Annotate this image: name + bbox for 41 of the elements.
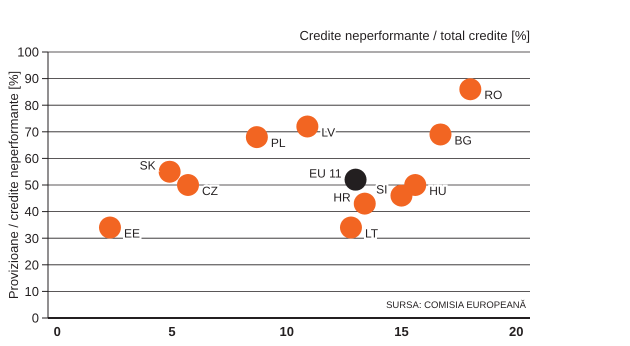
series-label: EE bbox=[124, 226, 140, 241]
y-tick-label: 70 bbox=[24, 124, 39, 140]
y-tick-label: 80 bbox=[24, 98, 39, 113]
y-tick-label: 30 bbox=[24, 230, 39, 246]
series-label: SK bbox=[140, 158, 156, 173]
x-tick-label: 5 bbox=[168, 324, 176, 339]
series-label: PL bbox=[270, 136, 286, 150]
series-label: CZ bbox=[202, 184, 218, 198]
series-label: BG bbox=[454, 133, 472, 148]
point bbox=[98, 216, 121, 239]
x-tick-label: 20 bbox=[508, 324, 524, 339]
annotation: SURSA: COMISIA EUROPEANĂ bbox=[386, 299, 527, 311]
x-axis-title: Credite neperformante / total credite [%] bbox=[299, 28, 530, 43]
y-tick-label: 60 bbox=[24, 150, 39, 166]
point bbox=[177, 174, 200, 196]
point bbox=[340, 216, 362, 239]
point bbox=[354, 192, 376, 215]
point bbox=[246, 126, 268, 148]
y-tick-label: 10 bbox=[24, 284, 39, 299]
series-label: HR bbox=[333, 190, 352, 205]
series-label: RO bbox=[484, 88, 502, 102]
x-tick-label: 0 bbox=[54, 324, 61, 339]
point bbox=[459, 78, 482, 100]
x-tick-label: 10 bbox=[279, 324, 294, 339]
point bbox=[344, 168, 367, 191]
point bbox=[429, 123, 452, 146]
y-axis-title: Provizioane / credite neperformante [%] bbox=[6, 70, 21, 300]
y-tick-label: 40 bbox=[24, 204, 39, 220]
y-tick-label: 50 bbox=[24, 178, 39, 193]
y-tick-label: 100 bbox=[17, 44, 39, 60]
point bbox=[404, 174, 426, 196]
series-label: LT bbox=[364, 226, 379, 241]
y-tick-label: 90 bbox=[24, 71, 39, 86]
y-tick-label: 0 bbox=[32, 310, 39, 326]
series-label: HU bbox=[429, 184, 447, 198]
x-tick-label: 15 bbox=[394, 324, 409, 339]
series-label: EU 11 bbox=[309, 166, 342, 181]
series-label: SI bbox=[376, 182, 388, 197]
point bbox=[296, 115, 318, 138]
point bbox=[158, 160, 181, 183]
y-tick-label: 20 bbox=[24, 257, 39, 272]
